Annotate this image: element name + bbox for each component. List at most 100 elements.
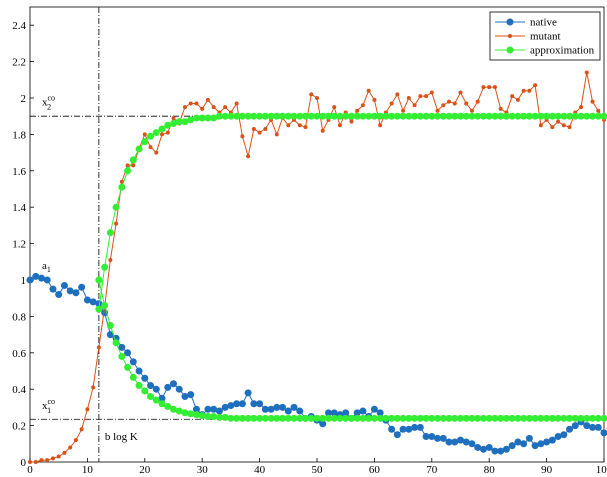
data-point xyxy=(336,112,344,120)
data-point xyxy=(158,125,166,133)
data-point xyxy=(43,276,51,284)
data-point xyxy=(434,434,442,442)
data-point xyxy=(372,97,377,102)
data-point xyxy=(164,383,172,391)
data-point xyxy=(62,450,67,455)
data-point xyxy=(279,112,287,120)
data-point xyxy=(370,414,378,422)
data-point xyxy=(307,414,315,422)
data-point xyxy=(479,112,487,120)
series-line xyxy=(98,115,604,310)
y-tick-label: 0.2 xyxy=(12,421,26,433)
data-point xyxy=(441,103,446,108)
data-point xyxy=(548,112,556,120)
data-point xyxy=(302,414,310,422)
data-point xyxy=(479,445,487,453)
data-point xyxy=(240,134,245,139)
plot-area xyxy=(29,6,605,463)
data-point xyxy=(594,112,602,120)
data-point xyxy=(56,454,61,459)
data-point xyxy=(95,276,103,284)
data-point xyxy=(537,440,545,448)
annotation-text: x xyxy=(42,400,48,412)
data-point xyxy=(37,274,45,282)
data-point xyxy=(108,257,113,262)
data-point xyxy=(309,92,314,97)
data-point xyxy=(124,349,132,357)
data-point xyxy=(192,114,200,122)
y-tick-label: 2 xyxy=(21,93,27,105)
data-point xyxy=(330,112,338,120)
data-point xyxy=(554,433,562,441)
data-point xyxy=(589,112,597,120)
data-point xyxy=(83,296,91,304)
x-tick-label: 90 xyxy=(541,464,553,476)
data-point xyxy=(531,442,539,450)
data-point xyxy=(376,112,384,120)
data-point xyxy=(78,283,86,291)
data-point xyxy=(457,414,464,422)
y-tick-label: 0 xyxy=(21,457,27,469)
data-point xyxy=(468,414,476,422)
data-point xyxy=(215,407,223,415)
data-point xyxy=(147,392,155,400)
y-tick-label: 0.4 xyxy=(12,384,26,396)
data-point xyxy=(445,438,453,446)
data-point xyxy=(360,103,365,108)
legend-marker xyxy=(506,46,514,54)
data-point xyxy=(485,414,493,422)
data-point xyxy=(596,108,601,113)
data-point xyxy=(428,433,436,441)
data-point xyxy=(125,163,130,168)
annotation-sub: 2 xyxy=(47,102,51,111)
data-point xyxy=(261,405,269,413)
data-point xyxy=(198,412,206,420)
data-point xyxy=(422,433,430,441)
data-point xyxy=(434,414,442,422)
data-point xyxy=(244,389,252,397)
data-point xyxy=(211,105,216,110)
data-point xyxy=(215,413,223,421)
data-point xyxy=(181,392,189,400)
data-point xyxy=(158,400,166,408)
data-point xyxy=(561,123,566,128)
data-point xyxy=(147,132,155,140)
x-tick-label: 100 xyxy=(596,464,607,476)
data-point xyxy=(508,112,516,120)
data-point xyxy=(393,414,401,422)
data-point xyxy=(91,385,96,390)
data-point xyxy=(118,183,126,191)
data-point xyxy=(554,112,562,120)
data-point xyxy=(114,221,119,226)
annotation-sup: co xyxy=(48,397,56,406)
data-point xyxy=(194,101,199,106)
data-point xyxy=(411,414,419,422)
data-point xyxy=(491,112,499,120)
data-point xyxy=(284,112,292,120)
data-point xyxy=(533,83,538,88)
data-point xyxy=(324,112,332,120)
data-point xyxy=(376,414,384,422)
data-point xyxy=(600,429,607,437)
data-point xyxy=(135,382,143,390)
data-point xyxy=(261,414,269,422)
data-point xyxy=(171,116,176,121)
data-point xyxy=(210,413,218,420)
data-point xyxy=(210,114,218,122)
data-point xyxy=(399,425,407,433)
data-point xyxy=(370,405,378,413)
data-point xyxy=(204,413,212,420)
annotation: a1 xyxy=(42,260,51,274)
data-point xyxy=(554,414,562,422)
data-point xyxy=(434,112,442,120)
data-point xyxy=(468,112,476,120)
annotation: b log K xyxy=(105,431,138,443)
data-point xyxy=(101,263,109,271)
data-point xyxy=(422,112,430,120)
data-point xyxy=(579,105,584,110)
data-point xyxy=(324,414,332,422)
data-point xyxy=(152,385,160,393)
data-point xyxy=(485,112,493,120)
legend-label: mutant xyxy=(530,31,561,43)
